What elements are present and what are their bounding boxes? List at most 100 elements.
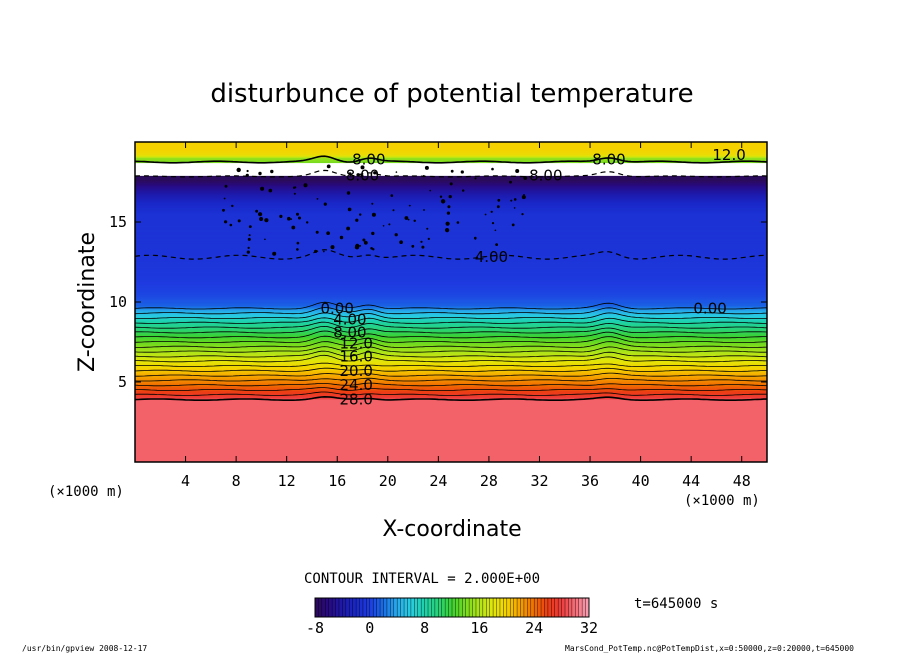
field-band: [135, 180, 767, 183]
field-band: [135, 286, 767, 289]
field-band: [135, 455, 767, 458]
contour-blob: [427, 237, 430, 240]
field-band: [135, 309, 767, 312]
colorbar-cell: [366, 598, 371, 617]
field-band: [135, 203, 767, 206]
field-band: [135, 289, 767, 292]
contour-blob: [347, 207, 352, 212]
contour-blob: [395, 171, 398, 173]
field-band: [135, 317, 767, 320]
contour-blob: [246, 250, 250, 254]
field-band: [135, 271, 767, 274]
contour-blob: [224, 184, 228, 188]
field-band: [135, 433, 767, 436]
colorbar-cell: [383, 598, 388, 617]
field-band: [135, 229, 767, 231]
field-band: [135, 427, 767, 430]
contour-blob: [521, 195, 526, 200]
field-band: [135, 200, 767, 203]
colorbar-cell: [486, 598, 490, 617]
contour-line: [135, 330, 767, 339]
field-band: [135, 428, 767, 431]
colorbar-cell: [342, 598, 347, 617]
field-band: [135, 421, 767, 423]
colorbar-cell: [551, 598, 556, 617]
field-band: [135, 258, 767, 261]
contour-label: 8.00: [592, 151, 625, 169]
contour-blob: [426, 227, 429, 230]
x-tick-label: 32: [530, 472, 548, 490]
field-band: [135, 441, 767, 444]
colorbar-cell: [513, 598, 518, 617]
field-band: [135, 335, 767, 338]
contour-line: [135, 367, 767, 372]
colorbar-border: [314, 597, 590, 618]
contour-label: 20.0: [339, 362, 372, 380]
field-band: [135, 244, 767, 247]
colorbar-cell: [458, 598, 463, 617]
contour-blob: [371, 202, 374, 205]
field-band: [135, 326, 767, 329]
contour-blob: [408, 204, 411, 207]
field-band: [135, 191, 767, 194]
field-band: [135, 351, 767, 354]
field-band: [135, 264, 767, 267]
contour-blob: [290, 218, 293, 220]
contour-blob: [460, 170, 464, 174]
contour-blob: [382, 225, 385, 227]
colorbar-cell: [404, 598, 408, 617]
colorbar-cell: [335, 598, 340, 617]
field-band: [135, 214, 767, 217]
contour-blob: [496, 205, 500, 209]
colorbar-cell: [479, 598, 484, 617]
contour-label: 8.00: [346, 167, 379, 185]
field-band: [135, 291, 767, 294]
field-band: [135, 287, 767, 290]
field-band: [135, 459, 767, 462]
y-tick-label: 5: [118, 373, 127, 391]
x-unit-left: (×1000 m): [48, 484, 124, 500]
field-band: [135, 250, 767, 253]
contour-blob: [440, 199, 446, 204]
contour-blob: [445, 228, 450, 233]
colorbar-cell: [585, 598, 590, 617]
field-band: [135, 358, 767, 361]
field-band: [135, 318, 767, 321]
field-band: [135, 422, 767, 425]
field-band: [135, 276, 767, 279]
contour-blob: [484, 213, 487, 216]
contour-blob: [346, 191, 351, 195]
field-band: [135, 322, 767, 325]
field-band: [135, 226, 767, 229]
colorbar-cell: [578, 598, 583, 617]
contour-blob: [258, 212, 263, 217]
field-band: [135, 438, 767, 441]
field-band: [135, 319, 767, 322]
colorbar-cell: [414, 598, 419, 617]
contour-blob: [491, 222, 495, 225]
colorbar-cell: [321, 598, 326, 617]
field-band: [135, 273, 767, 276]
x-unit-right: (×1000 m): [684, 493, 760, 509]
contour-label: 4.00: [475, 248, 508, 266]
contour-blob: [439, 195, 443, 198]
contour-line: [135, 354, 767, 363]
colorbar-cell: [582, 598, 586, 617]
field-band: [135, 442, 767, 445]
contour-blob: [523, 176, 528, 180]
field-band: [135, 270, 767, 272]
contour-label: 16.0: [339, 347, 372, 365]
field-band: [135, 451, 767, 454]
contour-label: 0.00: [693, 299, 726, 317]
contour-blob: [394, 233, 398, 237]
field-band: [135, 341, 767, 344]
contour-blob: [259, 217, 264, 221]
colorbar-stripes: [314, 597, 590, 618]
field-band: [135, 456, 767, 459]
colorbar-cell: [390, 598, 395, 617]
contour-lines: [135, 155, 767, 401]
field-band: [135, 344, 767, 347]
field-band: [135, 207, 767, 210]
field-band: [135, 395, 767, 398]
contour-blob: [399, 240, 403, 244]
